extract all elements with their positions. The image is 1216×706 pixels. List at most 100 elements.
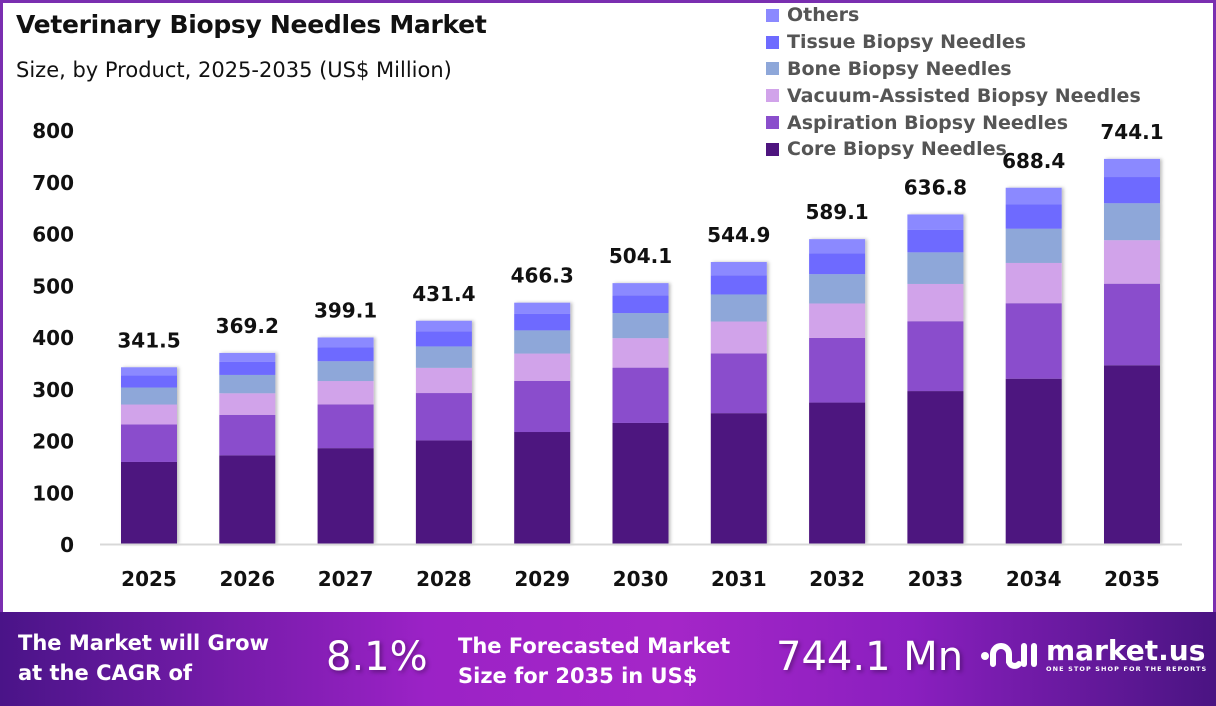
legend-item-vacuum: Vacuum-Assisted Biopsy Needles	[766, 82, 1141, 109]
bar-segment-vacuum-assisted-biopsy-needles	[121, 404, 177, 425]
bar-segment-core-biopsy-needles	[514, 432, 571, 544]
logo-wordmark: market.us	[1046, 634, 1206, 667]
bar-stack-2026	[219, 352, 276, 544]
bar-segment-others	[1005, 187, 1062, 205]
total-label: 744.1	[1100, 120, 1163, 144]
bar-segment-tissue-biopsy-needles	[219, 361, 276, 375]
forecast-caption-line1: The Forecasted Market	[458, 634, 731, 658]
legend: Others Tissue Biopsy Needles Bone Biopsy…	[766, 2, 1141, 163]
bar-segment-vacuum-assisted-biopsy-needles	[809, 303, 866, 338]
forecast-caption-line2: Size for 2035 in US$	[458, 664, 698, 688]
bar-segment-tissue-biopsy-needles	[612, 295, 669, 314]
bar-segment-bone-biopsy-needles	[219, 374, 276, 394]
bar-segment-others	[317, 337, 374, 348]
bar-segment-tissue-biopsy-needles	[317, 347, 374, 362]
bar-segment-core-biopsy-needles	[809, 402, 866, 544]
bar-segment-others	[1104, 158, 1160, 178]
legend-item-bone: Bone Biopsy Needles	[766, 56, 1141, 83]
bar-segment-aspiration-biopsy-needles	[219, 414, 276, 456]
bar-segment-others	[219, 352, 276, 362]
legend-swatch	[766, 116, 779, 130]
bar-stack-2033	[907, 214, 964, 544]
y-tick-label: 400	[32, 326, 74, 350]
bar-segment-core-biopsy-needles	[317, 448, 374, 544]
total-label: 399.1	[314, 298, 377, 322]
cagr-caption: The Market will Grow at the CAGR of	[18, 628, 269, 688]
y-tick-label: 800	[32, 119, 74, 143]
bar-stack-2030	[612, 283, 669, 544]
legend-swatch	[766, 89, 779, 103]
x-tick-label: 2031	[711, 567, 767, 591]
x-axis: 2025 2026 2027 2028 2029 2030 2031 2032 2033 2034…	[121, 567, 1160, 591]
x-tick-label: 2032	[809, 567, 865, 591]
x-tick-label: 2026	[219, 567, 275, 591]
legend-item-others: Others	[766, 2, 1141, 29]
total-label: 544.9	[707, 223, 770, 247]
y-axis: 0 100 200 300 400 500 600 700 800	[32, 119, 74, 557]
chart-frame	[0, 0, 1216, 612]
bar-segment-others	[809, 239, 866, 254]
bar-stack-2029	[514, 302, 571, 544]
bar-stack-2035	[1104, 158, 1160, 544]
legend-label: Aspiration Biopsy Needles	[787, 111, 1069, 134]
bar-segment-bone-biopsy-needles	[907, 252, 964, 284]
x-tick-label: 2028	[416, 567, 472, 591]
bar-segment-bone-biopsy-needles	[1104, 203, 1160, 241]
legend-label: Vacuum-Assisted Biopsy Needles	[787, 84, 1141, 107]
bar-segment-bone-biopsy-needles	[710, 294, 767, 322]
bar-segment-tissue-biopsy-needles	[809, 253, 866, 275]
summary-banner: The Market will Grow at the CAGR of 8.1%…	[0, 612, 1216, 706]
legend-swatch	[766, 142, 779, 156]
total-label: 688.4	[1002, 149, 1065, 173]
legend-swatch	[766, 62, 779, 76]
bar-segment-bone-biopsy-needles	[1005, 228, 1062, 263]
chart-title: Veterinary Biopsy Needles Market	[16, 10, 487, 39]
y-tick-label: 500	[32, 274, 74, 298]
bar-segment-vacuum-assisted-biopsy-needles	[514, 353, 571, 381]
y-tick-label: 700	[32, 171, 74, 195]
y-tick-label: 600	[32, 223, 74, 247]
bar-segment-aspiration-biopsy-needles	[514, 380, 571, 433]
legend-label: Bone Biopsy Needles	[787, 57, 1012, 80]
bar-segment-bone-biopsy-needles	[514, 330, 571, 354]
bar-segment-bone-biopsy-needles	[415, 346, 472, 368]
bar-segment-others	[612, 283, 669, 296]
total-label: 369.2	[216, 314, 279, 338]
bar-segment-aspiration-biopsy-needles	[121, 424, 177, 462]
bar-segment-aspiration-biopsy-needles	[415, 393, 472, 441]
bar-segment-tissue-biopsy-needles	[907, 229, 964, 253]
logo-tagline: ONE STOP SHOP FOR THE REPORTS	[1046, 665, 1208, 673]
legend-swatch	[766, 8, 779, 22]
market-us-logo: market.us ONE STOP SHOP FOR THE REPORTS	[980, 634, 1207, 676]
bar-segment-others	[415, 320, 472, 332]
total-label: 431.4	[412, 282, 475, 306]
bar-segment-others	[710, 262, 767, 276]
bar-segment-bone-biopsy-needles	[612, 313, 669, 339]
bar-segment-bone-biopsy-needles	[317, 361, 374, 382]
legend-label: Tissue Biopsy Needles	[787, 31, 1027, 54]
x-tick-label: 2035	[1104, 567, 1160, 591]
bar-segment-core-biopsy-needles	[219, 455, 276, 544]
bar-stack-2028	[415, 320, 472, 544]
bar-segment-tissue-biopsy-needles	[514, 313, 571, 331]
bar-segment-aspiration-biopsy-needles	[907, 321, 964, 392]
total-label: 466.3	[511, 264, 574, 288]
bar-stack-2025	[121, 367, 177, 544]
legend-item-tissue: Tissue Biopsy Needles	[766, 29, 1141, 56]
total-label: 504.1	[609, 244, 672, 268]
bar-segment-others	[514, 302, 571, 314]
bar-segment-aspiration-biopsy-needles	[1005, 303, 1062, 379]
bar-stack-2027	[317, 337, 374, 544]
bar-segment-vacuum-assisted-biopsy-needles	[612, 338, 669, 368]
x-tick-label: 2034	[1006, 567, 1062, 591]
total-labels: 341.5 369.2 399.1 431.4 466.3 504.1 544.9 589.1…	[117, 120, 1163, 352]
bar-segment-bone-biopsy-needles	[809, 274, 866, 304]
bar-segment-aspiration-biopsy-needles	[612, 367, 669, 423]
bar-segment-vacuum-assisted-biopsy-needles	[907, 283, 964, 322]
bar-segment-vacuum-assisted-biopsy-needles	[415, 367, 472, 394]
bar-segment-others	[907, 214, 964, 230]
legend-label: Core Biopsy Needles	[787, 138, 1007, 161]
y-tick-label: 200	[32, 430, 74, 454]
bar-segment-core-biopsy-needles	[415, 440, 472, 544]
